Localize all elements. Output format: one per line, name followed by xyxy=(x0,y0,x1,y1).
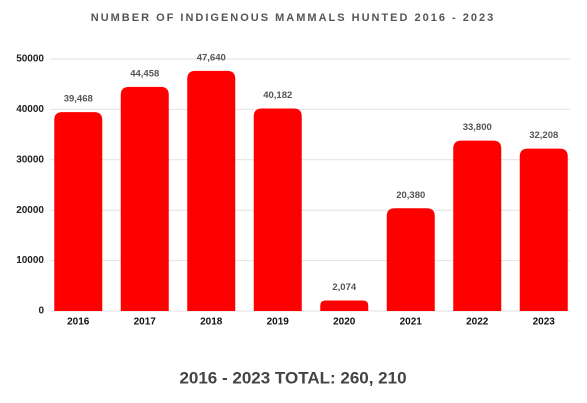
bar xyxy=(519,148,568,311)
x-tick-label: 2018 xyxy=(200,317,223,328)
value-label: 2,074 xyxy=(332,282,356,293)
bar xyxy=(120,86,169,312)
x-tick-label: 2023 xyxy=(533,317,556,328)
bar xyxy=(253,108,302,311)
total-footer: 2016 - 2023 TOTAL: 260, 210 xyxy=(179,368,406,387)
y-tick-label: 40000 xyxy=(16,104,44,115)
bar xyxy=(54,112,103,311)
value-label: 39,468 xyxy=(64,94,93,105)
x-tick-label: 2020 xyxy=(333,317,356,328)
y-tick-label: 10000 xyxy=(16,255,44,266)
x-tick-label: 2019 xyxy=(267,317,290,328)
value-label: 40,182 xyxy=(263,90,292,101)
y-tick-label: 20000 xyxy=(16,205,44,216)
value-label: 44,458 xyxy=(130,68,159,79)
value-label: 20,380 xyxy=(396,190,425,201)
x-tick-label: 2022 xyxy=(466,317,489,328)
x-tick-label: 2016 xyxy=(67,317,90,328)
value-label: 47,640 xyxy=(197,52,226,63)
y-tick-label: 50000 xyxy=(16,54,44,65)
y-tick-label: 0 xyxy=(38,306,44,317)
x-tick-label: 2017 xyxy=(134,317,157,328)
bar xyxy=(386,208,435,311)
y-tick-label: 30000 xyxy=(16,154,44,165)
x-tick-label: 2021 xyxy=(400,317,423,328)
chart-title: NUMBER OF INDIGENOUS MAMMALS HUNTED 2016… xyxy=(91,12,496,24)
bar xyxy=(320,300,369,311)
value-label: 33,800 xyxy=(463,122,492,133)
bar xyxy=(453,140,502,311)
value-label: 32,208 xyxy=(529,130,558,141)
bar xyxy=(187,70,236,311)
